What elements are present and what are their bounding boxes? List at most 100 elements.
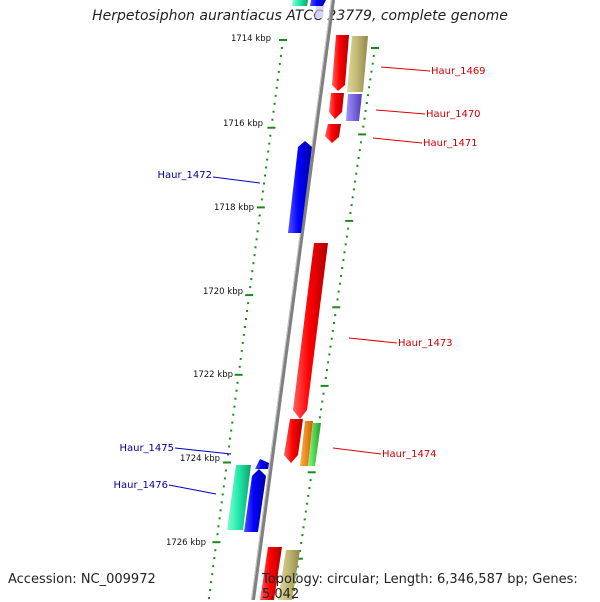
right-minor-tick: [342, 259, 345, 262]
gene-haur-1473[interactable]: [293, 243, 328, 419]
left-minor-tick: [271, 118, 274, 121]
right-minor-tick: [299, 549, 301, 552]
gene-haur-1474[interactable]: [284, 419, 303, 463]
gene-khaki-1[interactable]: [347, 36, 368, 92]
left-minor-tick: [276, 78, 279, 81]
label-haur-1476[interactable]: Haur_1476: [113, 480, 168, 491]
right-minor-tick: [369, 78, 372, 81]
right-major-tick: [307, 471, 316, 474]
right-minor-tick: [349, 212, 352, 214]
right-minor-tick: [338, 282, 341, 285]
left-minor-tick: [211, 573, 214, 576]
left-minor-tick: [235, 389, 238, 392]
right-minor-tick: [368, 86, 371, 89]
right-minor-tick: [336, 298, 339, 301]
gene-haur-1476[interactable]: [244, 469, 266, 532]
gene-mint-1[interactable]: [227, 465, 251, 530]
right-major-tick: [320, 384, 329, 387]
label-haur-1470[interactable]: Haur_1470: [426, 109, 481, 120]
gene-top-lavender-partial[interactable]: [314, 6, 324, 18]
gene-top-mint-partial[interactable]: [292, 0, 308, 6]
left-minor-tick: [219, 509, 222, 512]
label-haur-1471[interactable]: Haur_1471: [423, 138, 478, 149]
left-minor-tick: [245, 318, 247, 320]
tick-marks-right: [292, 47, 379, 599]
left-minor-tick: [222, 485, 225, 488]
left-minor-tick: [261, 190, 264, 193]
left-minor-tick: [223, 477, 226, 480]
label-haur-1472[interactable]: Haur_1472: [157, 170, 212, 181]
left-minor-tick: [212, 565, 215, 568]
label-haur-1475[interactable]: Haur_1475: [119, 443, 174, 454]
right-minor-tick: [331, 329, 334, 332]
gene-haur-1472[interactable]: [288, 141, 312, 233]
right-minor-tick: [326, 369, 328, 372]
genome-backbone-highlight: [251, 0, 332, 600]
left-minor-tick: [221, 493, 224, 496]
right-major-tick: [294, 557, 303, 560]
left-minor-tick: [224, 469, 227, 472]
right-minor-tick: [356, 164, 359, 167]
label-haur-1473[interactable]: Haur_1473: [398, 338, 453, 349]
left-minor-tick: [268, 142, 271, 145]
tick-label-1720: 1720 kbp: [203, 287, 243, 297]
right-minor-tick: [341, 267, 344, 269]
left-major-tick: [223, 461, 231, 464]
gene-bottom-red[interactable]: [260, 547, 282, 600]
gene-orange-1[interactable]: [300, 421, 313, 466]
left-minor-tick: [278, 62, 281, 65]
left-minor-tick: [258, 214, 261, 217]
gene-top-blue-partial[interactable]: [310, 0, 326, 6]
left-minor-tick: [273, 102, 276, 105]
left-minor-tick: [256, 230, 259, 233]
leader-haur-1476: [168, 484, 217, 495]
left-minor-tick: [277, 70, 280, 73]
left-minor-tick: [279, 54, 282, 57]
right-minor-tick: [371, 62, 374, 65]
left-minor-tick: [229, 437, 232, 440]
left-minor-tick: [220, 501, 223, 504]
gene-haur-1475-small[interactable]: [255, 459, 269, 469]
left-minor-tick: [274, 94, 277, 97]
label-haur-1474[interactable]: Haur_1474: [382, 449, 437, 460]
right-minor-tick: [364, 109, 367, 112]
accession-text: Accession: NC_009972: [8, 572, 156, 587]
left-minor-tick: [275, 86, 278, 89]
right-minor-tick: [306, 502, 309, 505]
left-major-tick: [234, 373, 243, 376]
right-minor-tick: [337, 290, 340, 293]
right-minor-tick: [304, 510, 307, 513]
left-minor-tick: [218, 517, 221, 520]
left-minor-tick: [214, 549, 217, 552]
right-minor-tick: [350, 204, 353, 207]
right-minor-tick: [328, 353, 331, 356]
right-minor-tick: [301, 534, 304, 537]
right-minor-tick: [330, 337, 333, 340]
gene-haur-1469[interactable]: [332, 35, 349, 91]
right-major-tick: [371, 47, 379, 49]
tick-label-1714: 1714 kbp: [231, 34, 271, 44]
leader-haur-1471: [372, 137, 423, 144]
right-minor-tick: [318, 416, 321, 419]
right-minor-tick: [358, 149, 361, 152]
label-haur-1469[interactable]: Haur_1469: [431, 66, 486, 77]
left-minor-tick: [217, 525, 220, 528]
gene-green-1[interactable]: [308, 423, 321, 466]
gene-bottom-khaki[interactable]: [278, 550, 300, 600]
gene-haur-1470[interactable]: [329, 93, 344, 119]
left-major-tick: [245, 294, 254, 297]
left-minor-tick: [213, 557, 216, 560]
left-minor-tick: [233, 405, 236, 408]
right-minor-tick: [370, 70, 373, 73]
left-minor-tick: [210, 581, 213, 584]
gene-haur-1471[interactable]: [325, 124, 341, 143]
right-minor-tick: [320, 408, 323, 411]
left-minor-tick: [243, 326, 246, 328]
right-minor-tick: [344, 243, 347, 246]
gene-lavender-1[interactable]: [346, 94, 362, 121]
left-major-tick: [256, 206, 265, 209]
left-minor-tick: [231, 421, 234, 424]
right-minor-tick: [372, 54, 375, 57]
left-minor-tick: [250, 278, 253, 281]
left-minor-tick: [272, 110, 275, 113]
